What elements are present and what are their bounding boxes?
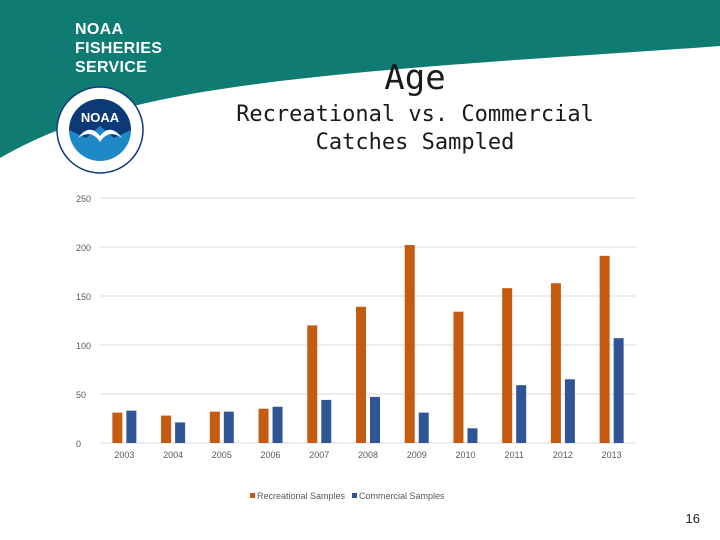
- bar-commercial: [516, 385, 527, 443]
- bar-recreational: [404, 245, 415, 443]
- y-tick-label: 50: [76, 390, 86, 400]
- y-tick-label: 150: [76, 292, 91, 302]
- x-tick-label: 2011: [505, 450, 524, 460]
- x-tick-label: 2007: [309, 450, 329, 460]
- legend-swatch: [352, 493, 357, 498]
- bar-recreational: [550, 283, 561, 443]
- x-tick-label: 2006: [261, 450, 281, 460]
- bar-commercial: [418, 412, 429, 443]
- noaa-seal-logo: NOAA: [56, 86, 144, 174]
- bar-commercial: [321, 399, 332, 443]
- x-tick-label: 2008: [358, 450, 378, 460]
- bar-recreational: [209, 411, 220, 443]
- subtitle-line-1: Recreational vs. Commercial: [236, 102, 594, 127]
- bar-commercial: [564, 379, 575, 443]
- bar-recreational: [356, 306, 366, 443]
- legend-label: Commercial Samples: [359, 491, 445, 501]
- bar-commercial: [370, 396, 380, 443]
- bar-recreational: [502, 288, 513, 443]
- x-tick-label: 2004: [163, 450, 183, 460]
- bar-commercial: [126, 410, 137, 443]
- subtitle-line-2: Catches Sampled: [315, 130, 515, 155]
- bar-recreational: [599, 255, 610, 443]
- teal-swoosh: [0, 0, 720, 158]
- seal-label: NOAA: [81, 110, 120, 125]
- bar-commercial: [467, 428, 478, 443]
- seagull-icon: [78, 129, 122, 142]
- brand-line-noaa: NOAA: [75, 21, 124, 38]
- y-tick-label: 200: [76, 243, 91, 253]
- slide-number: 16: [685, 511, 700, 526]
- bar-recreational: [258, 408, 269, 443]
- slide-title: Age: [384, 58, 446, 98]
- bar-recreational: [307, 325, 318, 443]
- bar-commercial: [613, 338, 624, 443]
- brand-line-service: SERVICE: [75, 59, 148, 76]
- bar-recreational: [161, 415, 172, 443]
- legend-swatch: [250, 493, 255, 498]
- x-tick-label: 2012: [553, 450, 573, 460]
- x-tick-label: 2005: [212, 450, 232, 460]
- x-tick-label: 2009: [407, 450, 427, 460]
- bar-commercial: [223, 411, 234, 443]
- legend-label: Recreational Samples: [257, 491, 346, 501]
- y-tick-label: 0: [76, 439, 81, 449]
- header-banner: [0, 0, 720, 158]
- bar-recreational: [453, 311, 464, 443]
- x-tick-label: 2003: [114, 450, 134, 460]
- y-tick-label: 100: [76, 341, 91, 351]
- bar-commercial: [175, 422, 186, 443]
- brand-line-fisheries: FISHERIES: [75, 40, 163, 57]
- bar-commercial: [272, 406, 283, 443]
- bar-chart: 0 50 100 150 200 250 2003 2004 2005 2006 2007 2008 2…: [76, 194, 636, 501]
- bar-recreational: [112, 412, 123, 443]
- x-tick-label: 2013: [602, 450, 622, 460]
- x-tick-label: 2010: [455, 450, 475, 460]
- y-tick-label: 250: [76, 194, 91, 204]
